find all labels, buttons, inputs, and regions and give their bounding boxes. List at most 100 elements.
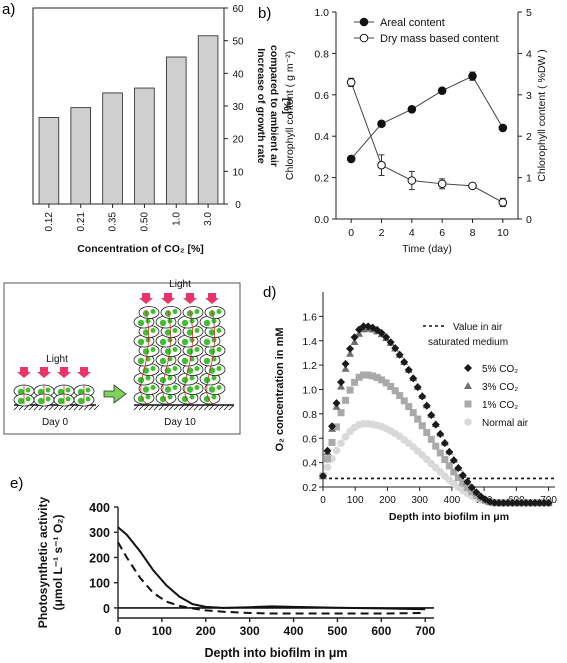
panel-a-label: a) [2, 1, 15, 18]
y-tick-label: 50 [232, 37, 244, 48]
filament [140, 309, 149, 405]
chloroplast [57, 397, 65, 405]
x-axis-label: Depth into biofilm in μm [389, 511, 509, 523]
y-tick-label: 1.2 [302, 360, 317, 372]
data-point [445, 462, 453, 470]
substrate-hatch [163, 404, 170, 411]
chloroplast [194, 328, 200, 333]
data-point [405, 403, 413, 411]
chloroplast [203, 338, 211, 346]
panel-b-line-chart: 0.0 0.2 0.4 0.6 0.8 1.0 0 1 2 3 4 5 0 2 4 6 8 10 Time (day… [284, 7, 548, 255]
panel-a-bar-chart: 0.12 0.21 0.35 0.50 1.0 3.0 0 10 20 30 40 50 60 Conce… [32, 4, 293, 255]
data-point [387, 383, 395, 391]
chloroplast [203, 376, 211, 384]
data-point [437, 86, 447, 95]
data-point [350, 338, 359, 346]
substrate-hatch [68, 404, 75, 411]
chloroplast [172, 309, 178, 314]
y-left-tick-label: 0.6 [314, 90, 329, 102]
series-line [117, 526, 426, 611]
legend-marker [464, 382, 472, 389]
data-point [459, 479, 467, 487]
chloroplast [172, 385, 178, 390]
substrate-hatch [188, 404, 195, 411]
legend-marker [464, 400, 472, 408]
data-point [531, 498, 540, 507]
chloroplast [216, 347, 222, 352]
y-left-tick-label: 0.0 [314, 214, 329, 226]
chloroplast [159, 395, 167, 403]
panel-d-label: d) [263, 284, 276, 301]
chloroplast [137, 395, 145, 403]
y-tick-label: 0.4 [302, 458, 317, 470]
y-tick-label: 1.4 [302, 336, 317, 348]
chloroplast [37, 397, 45, 405]
light-label-day0: Light [46, 354, 68, 365]
y-axis-label: Increase of growth rate [255, 48, 267, 164]
panel-e-label: e) [10, 475, 23, 492]
data-point [328, 438, 336, 446]
data-point [395, 350, 404, 359]
x-tick-label: 0 [348, 227, 354, 239]
chloroplast [172, 328, 178, 333]
y-axis-label: [%] [281, 98, 293, 114]
chloroplast [142, 310, 150, 317]
y-tick-label: 400 [89, 501, 110, 515]
chloroplast [216, 385, 222, 390]
panel-e-line-chart: 0 100 200 300 400 0 100 200 300 400 500 600 700 Depth… [36, 497, 436, 661]
data-point [346, 349, 355, 357]
chloroplast [194, 385, 200, 390]
data-point [391, 387, 399, 395]
chloroplast [150, 385, 156, 390]
data-point [377, 329, 386, 338]
substrate-hatch [203, 404, 210, 411]
y-left-tick-label: 0.4 [314, 131, 329, 143]
chloroplast [150, 309, 156, 314]
substrate-hatch [93, 404, 100, 411]
chloroplast [142, 386, 150, 393]
data-point [454, 464, 463, 473]
data-point [526, 498, 535, 507]
chloroplast [167, 394, 173, 400]
chloroplast [142, 329, 150, 336]
x-tick-label: 8 [470, 227, 476, 239]
chloroplast [216, 328, 222, 333]
y-axis-label: Photosynthetic activity [36, 497, 50, 629]
chloroplast [189, 375, 195, 381]
chloroplast [164, 310, 172, 317]
transition-arrow [103, 384, 127, 404]
chloroplast [208, 386, 216, 393]
data-point [346, 344, 355, 353]
substrate-hatch [133, 404, 140, 411]
chloroplast [77, 397, 85, 405]
y-tick-label: 40 [232, 69, 244, 80]
y-tick-label: 0 [103, 602, 110, 616]
x-tick-label: 0 [320, 495, 326, 506]
light-arrow [161, 293, 175, 304]
chloroplast [186, 310, 194, 317]
data-point [463, 477, 472, 486]
y-tick-label: 0.2 [302, 482, 317, 494]
legend-label: 3% CO₂ [482, 382, 518, 393]
chloroplast [194, 309, 200, 314]
substrate-hatch [173, 404, 180, 411]
chloroplast [159, 376, 167, 384]
substrate-hatch [148, 404, 155, 411]
substrate-hatch [168, 404, 175, 411]
data-point [423, 428, 431, 436]
data-point [544, 498, 553, 507]
chloroplast [181, 319, 189, 327]
y-tick-label: 200 [89, 551, 110, 565]
chloroplast [145, 375, 151, 381]
x-axis-label: Depth into biofilm in μm [204, 646, 347, 660]
x-tick-label: 0.50 [139, 212, 150, 232]
data-point [333, 423, 341, 431]
chloroplast [164, 329, 172, 336]
data-point [373, 374, 381, 382]
series-line [350, 75, 504, 160]
data-point [332, 446, 341, 455]
bar [197, 35, 219, 205]
bar [165, 56, 187, 205]
chloroplast [194, 366, 200, 371]
